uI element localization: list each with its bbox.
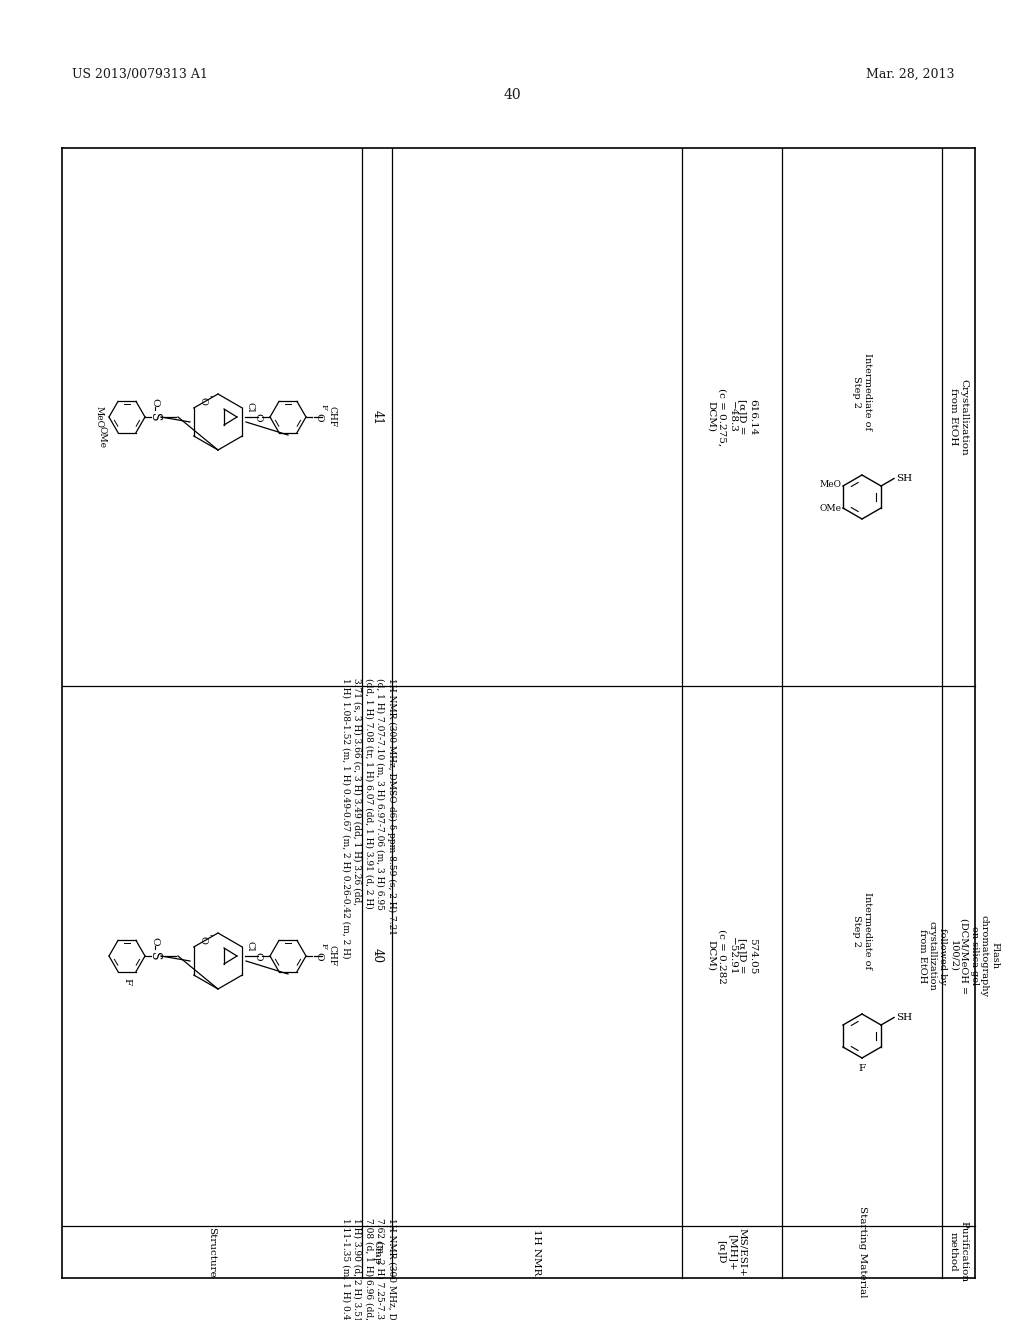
Text: O: O <box>314 413 323 421</box>
Text: 1H NMR: 1H NMR <box>532 1229 542 1275</box>
Text: O: O <box>314 952 323 961</box>
Text: Structure: Structure <box>208 1226 216 1278</box>
Text: US 2013/0079313 A1: US 2013/0079313 A1 <box>72 69 208 81</box>
Text: O: O <box>199 397 208 405</box>
Text: 1H NMR (300 MHz, DMSO-d6) δ ppm 8.59 (s, 2 H) 7.43-
7.62 (m, 2 H) 7.25-7.32 (m, : 1H NMR (300 MHz, DMSO-d6) δ ppm 8.59 (s,… <box>341 1218 396 1320</box>
Text: Cl: Cl <box>246 401 255 412</box>
Text: F: F <box>319 942 328 949</box>
Text: O: O <box>253 952 262 961</box>
Text: O: O <box>151 937 160 945</box>
Text: SH: SH <box>896 1012 912 1022</box>
Text: S: S <box>148 413 162 421</box>
Text: F: F <box>858 1064 865 1073</box>
Text: Cmp: Cmp <box>373 1239 382 1265</box>
Text: F: F <box>123 978 131 986</box>
Text: CHF: CHF <box>328 407 337 428</box>
Text: 41: 41 <box>371 409 384 425</box>
Text: Intermediate of
Step 2: Intermediate of Step 2 <box>852 354 871 430</box>
Text: 1H NMR (300 MHz, DMSO-d6) δ ppm 8.59 (s, 2 H) 7.21
(d, 1 H) 7.07-7.10 (m, 3 H) 6: 1H NMR (300 MHz, DMSO-d6) δ ppm 8.59 (s,… <box>341 678 396 958</box>
Text: -: - <box>210 392 213 401</box>
Text: MS/ESI+
[MH]+
[α]D: MS/ESI+ [MH]+ [α]D <box>717 1228 746 1276</box>
Text: 40: 40 <box>503 88 521 102</box>
Text: Cl: Cl <box>246 941 255 952</box>
Text: S: S <box>148 952 162 960</box>
Text: Crystallization
from EtOH: Crystallization from EtOH <box>949 379 969 455</box>
Text: Starting Material: Starting Material <box>857 1206 866 1298</box>
Text: Flash
chromatography
on silica gel
(DCM/MeOH =
100/2)
followed by
crystallizatio: Flash chromatography on silica gel (DCM/… <box>918 915 999 997</box>
Text: 40: 40 <box>371 949 384 964</box>
Text: O: O <box>253 413 262 421</box>
Text: Mar. 28, 2013: Mar. 28, 2013 <box>866 69 955 81</box>
Text: F: F <box>319 404 328 411</box>
Text: O: O <box>151 397 160 407</box>
Text: OMe: OMe <box>98 426 106 447</box>
Text: CHF: CHF <box>328 945 337 966</box>
Text: MeO: MeO <box>819 480 841 490</box>
Text: O: O <box>199 936 208 944</box>
Text: -: - <box>210 931 213 940</box>
Text: SH: SH <box>896 474 912 483</box>
Text: MeO: MeO <box>94 407 103 428</box>
Text: OMe: OMe <box>819 504 841 513</box>
Text: 574.05
[α]D =
−52.91
(c = 0.282
DCM): 574.05 [α]D = −52.91 (c = 0.282 DCM) <box>707 928 758 983</box>
Text: Purification
method: Purification method <box>949 1221 969 1283</box>
Text: Intermediate of
Step 2: Intermediate of Step 2 <box>852 892 871 970</box>
Text: 616.14
[α]D =
−48.3
(c = 0.275,
DCM): 616.14 [α]D = −48.3 (c = 0.275, DCM) <box>707 388 758 446</box>
